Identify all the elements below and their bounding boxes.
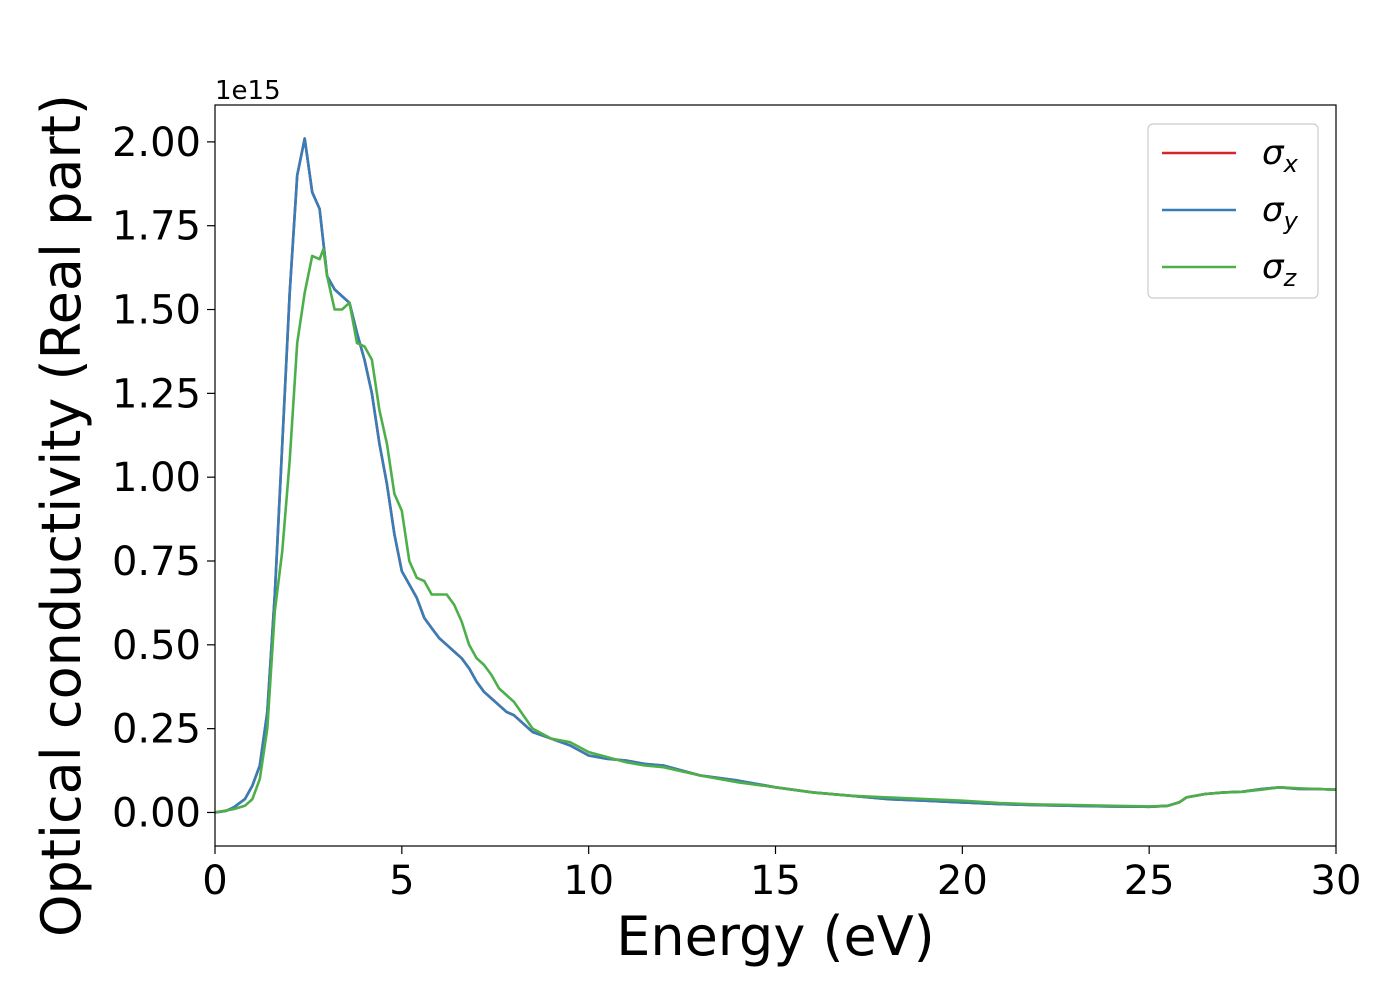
y-tick-label: 0.25 (112, 707, 201, 753)
legend-label-x: σx (1262, 133, 1299, 178)
x-axis-label: Energy (eV) (616, 905, 935, 968)
x-tick-label: 10 (563, 858, 614, 904)
y-tick-label: 1.75 (112, 204, 201, 250)
y-tick-label: 1.00 (112, 455, 201, 501)
legend-label-y: σy (1262, 190, 1299, 235)
x-tick-label: 0 (202, 858, 227, 904)
y-tick-label: 0.75 (112, 539, 201, 585)
legend: σx σy σz (1147, 123, 1319, 299)
legend-label-z: σz (1262, 247, 1298, 292)
y-tick-label: 1.50 (112, 288, 201, 334)
x-tick-label: 5 (389, 858, 414, 904)
x-tick-label: 30 (1311, 858, 1362, 904)
y-axis: 0.00 0.25 0.50 0.75 1.00 1.25 1.50 1.75 2.00 (112, 120, 215, 836)
x-tick-label: 25 (1124, 858, 1175, 904)
series-lines (215, 137, 1336, 814)
y-tick-label: 2.00 (112, 120, 201, 166)
x-tick-label: 15 (750, 858, 801, 904)
series-line-z (215, 247, 1336, 814)
y-axis-label: Optical conductivity (Real part) (30, 94, 93, 937)
y-tick-label: 0.50 (112, 623, 201, 669)
y-tick-label: 0.00 (112, 790, 201, 836)
y-tick-label: 1.25 (112, 371, 201, 417)
y-offset-label: 1e15 (215, 76, 281, 106)
x-axis: 0 5 10 15 20 25 30 (202, 846, 1361, 904)
x-tick-label: 20 (937, 858, 988, 904)
